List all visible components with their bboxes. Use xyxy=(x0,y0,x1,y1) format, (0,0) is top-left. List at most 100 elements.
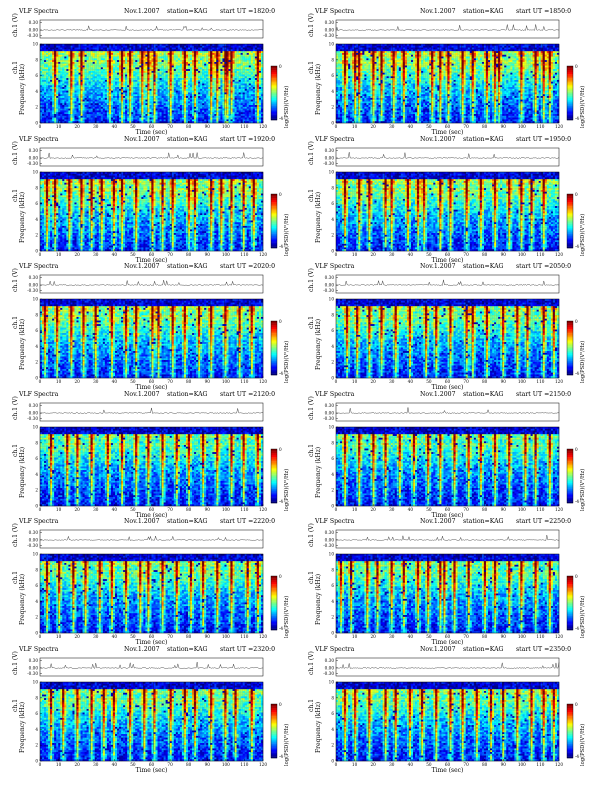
spectrogram-cell xyxy=(238,78,241,81)
spectrogram-cell xyxy=(163,101,166,104)
spectrogram-cell xyxy=(185,85,189,88)
spectrogram-cell xyxy=(74,60,77,63)
spectrogram-cell xyxy=(48,108,51,111)
spectrogram-cell xyxy=(196,76,199,79)
spectrogram-cell xyxy=(52,114,55,116)
spectrogram-cell xyxy=(232,44,235,46)
spectrogram-cell xyxy=(169,72,172,75)
spectrogram-cell xyxy=(80,74,83,77)
spectrogram-cell xyxy=(232,112,235,115)
spectrogram-cell xyxy=(230,119,233,122)
spectrogram-cell xyxy=(236,58,239,61)
spectrogram-cell xyxy=(56,51,59,54)
spectrogram-cell xyxy=(112,121,116,124)
spectrogram-cell xyxy=(204,74,207,77)
spectrogram-cell xyxy=(58,117,61,120)
spectrogram-cell xyxy=(84,119,87,122)
spectrogram-cell xyxy=(66,106,69,109)
spectrogram-cell xyxy=(161,90,164,93)
spectrogram-cell xyxy=(236,67,239,70)
spectrogram-cell xyxy=(163,106,166,109)
spectrogram-cell xyxy=(70,74,73,77)
spectrogram-cell xyxy=(139,72,142,75)
spectrogram-cell xyxy=(145,67,148,70)
spectrogram-cell xyxy=(46,99,49,102)
spectrogram-cell xyxy=(163,115,166,118)
spectrogram-cell xyxy=(161,58,164,61)
spectrogram-cell xyxy=(70,110,73,113)
spectrogram-cell xyxy=(256,65,260,68)
spectrogram-cell xyxy=(86,103,89,106)
spectrogram-cell xyxy=(159,94,162,97)
spectrogram-cell xyxy=(82,52,85,55)
spectrogram-cell xyxy=(185,54,189,57)
spectrogram-cell xyxy=(133,47,136,50)
spectrogram-cell xyxy=(246,76,249,79)
spectrogram-cell xyxy=(222,108,225,111)
spectrogram-cell xyxy=(226,76,229,79)
spectrogram-cell xyxy=(94,99,97,102)
spectrogram-cell xyxy=(218,90,221,93)
spectrogram-cell xyxy=(82,117,85,120)
spectrogram-cell xyxy=(181,72,185,75)
spectrogram-cell xyxy=(68,96,71,99)
spectrogram-cell xyxy=(139,83,142,86)
spectrogram-cell xyxy=(153,114,156,116)
spectrogram-cell xyxy=(202,74,205,77)
spectrogram-cell xyxy=(169,103,172,106)
spectrogram-cell xyxy=(44,72,47,75)
spectrogram-cell xyxy=(238,67,241,70)
spectrogram-cell xyxy=(224,90,227,93)
spectrogram-cell xyxy=(254,97,258,100)
spectrogram-cell xyxy=(155,103,158,106)
spectrogram-cell xyxy=(208,58,211,61)
spectrogram-cell xyxy=(173,83,176,86)
spectrogram-cell xyxy=(123,87,126,90)
spectrogram-cell xyxy=(175,74,179,77)
spectrogram-cell xyxy=(127,92,130,95)
spectrogram-cell xyxy=(187,56,191,59)
spectrogram-cell xyxy=(135,44,138,46)
spectrogram-cell xyxy=(64,88,67,91)
spectrogram-cell xyxy=(175,90,179,93)
spectrogram-cell xyxy=(218,97,221,100)
spectrogram-cell xyxy=(64,110,67,113)
spectrogram-cell xyxy=(256,97,260,100)
spectrogram-cell xyxy=(106,106,110,109)
spectrogram-cell xyxy=(42,103,45,106)
spectrogram-cell xyxy=(175,99,179,102)
spectrogram-cell xyxy=(336,121,339,124)
spectrogram-cell xyxy=(100,121,103,124)
spectrogram-cell xyxy=(48,54,51,57)
spectrogram-cell xyxy=(62,45,65,48)
spectrogram-cell xyxy=(256,83,260,86)
spectrogram-cell xyxy=(42,96,45,99)
spectrogram-cell xyxy=(60,52,63,55)
spectrogram-cell xyxy=(56,101,59,104)
spectrogram-cell xyxy=(135,78,138,81)
spectrogram-cell xyxy=(336,81,339,84)
spectrogram-cell xyxy=(192,99,195,102)
spectrogram-cell xyxy=(226,69,229,72)
spectrogram-cell xyxy=(187,83,191,86)
spectrogram-cell xyxy=(147,60,150,63)
spectrogram-cell xyxy=(252,45,256,48)
spectrogram-cell xyxy=(143,121,146,124)
spectrogram-cell xyxy=(42,49,45,52)
spectrogram-cell xyxy=(244,74,247,77)
spectrogram-cell xyxy=(125,74,128,77)
spectrogram-cell xyxy=(228,106,231,109)
spectrogram-cell xyxy=(149,72,152,75)
spectrogram-cell xyxy=(226,92,229,95)
spectrogram-cell xyxy=(80,70,83,73)
spectrogram-cell xyxy=(137,117,140,120)
spectrogram-cell xyxy=(64,105,67,107)
spectrogram-cell xyxy=(163,96,166,99)
spectrogram-cell xyxy=(64,69,67,72)
spectrogram-cell xyxy=(125,114,128,116)
spectrogram-cell xyxy=(76,81,79,84)
spectrogram-cell xyxy=(125,63,128,66)
spectrogram-cell xyxy=(143,96,146,99)
spectrogram-cell xyxy=(336,83,339,86)
spectrogram-cell xyxy=(102,83,106,86)
